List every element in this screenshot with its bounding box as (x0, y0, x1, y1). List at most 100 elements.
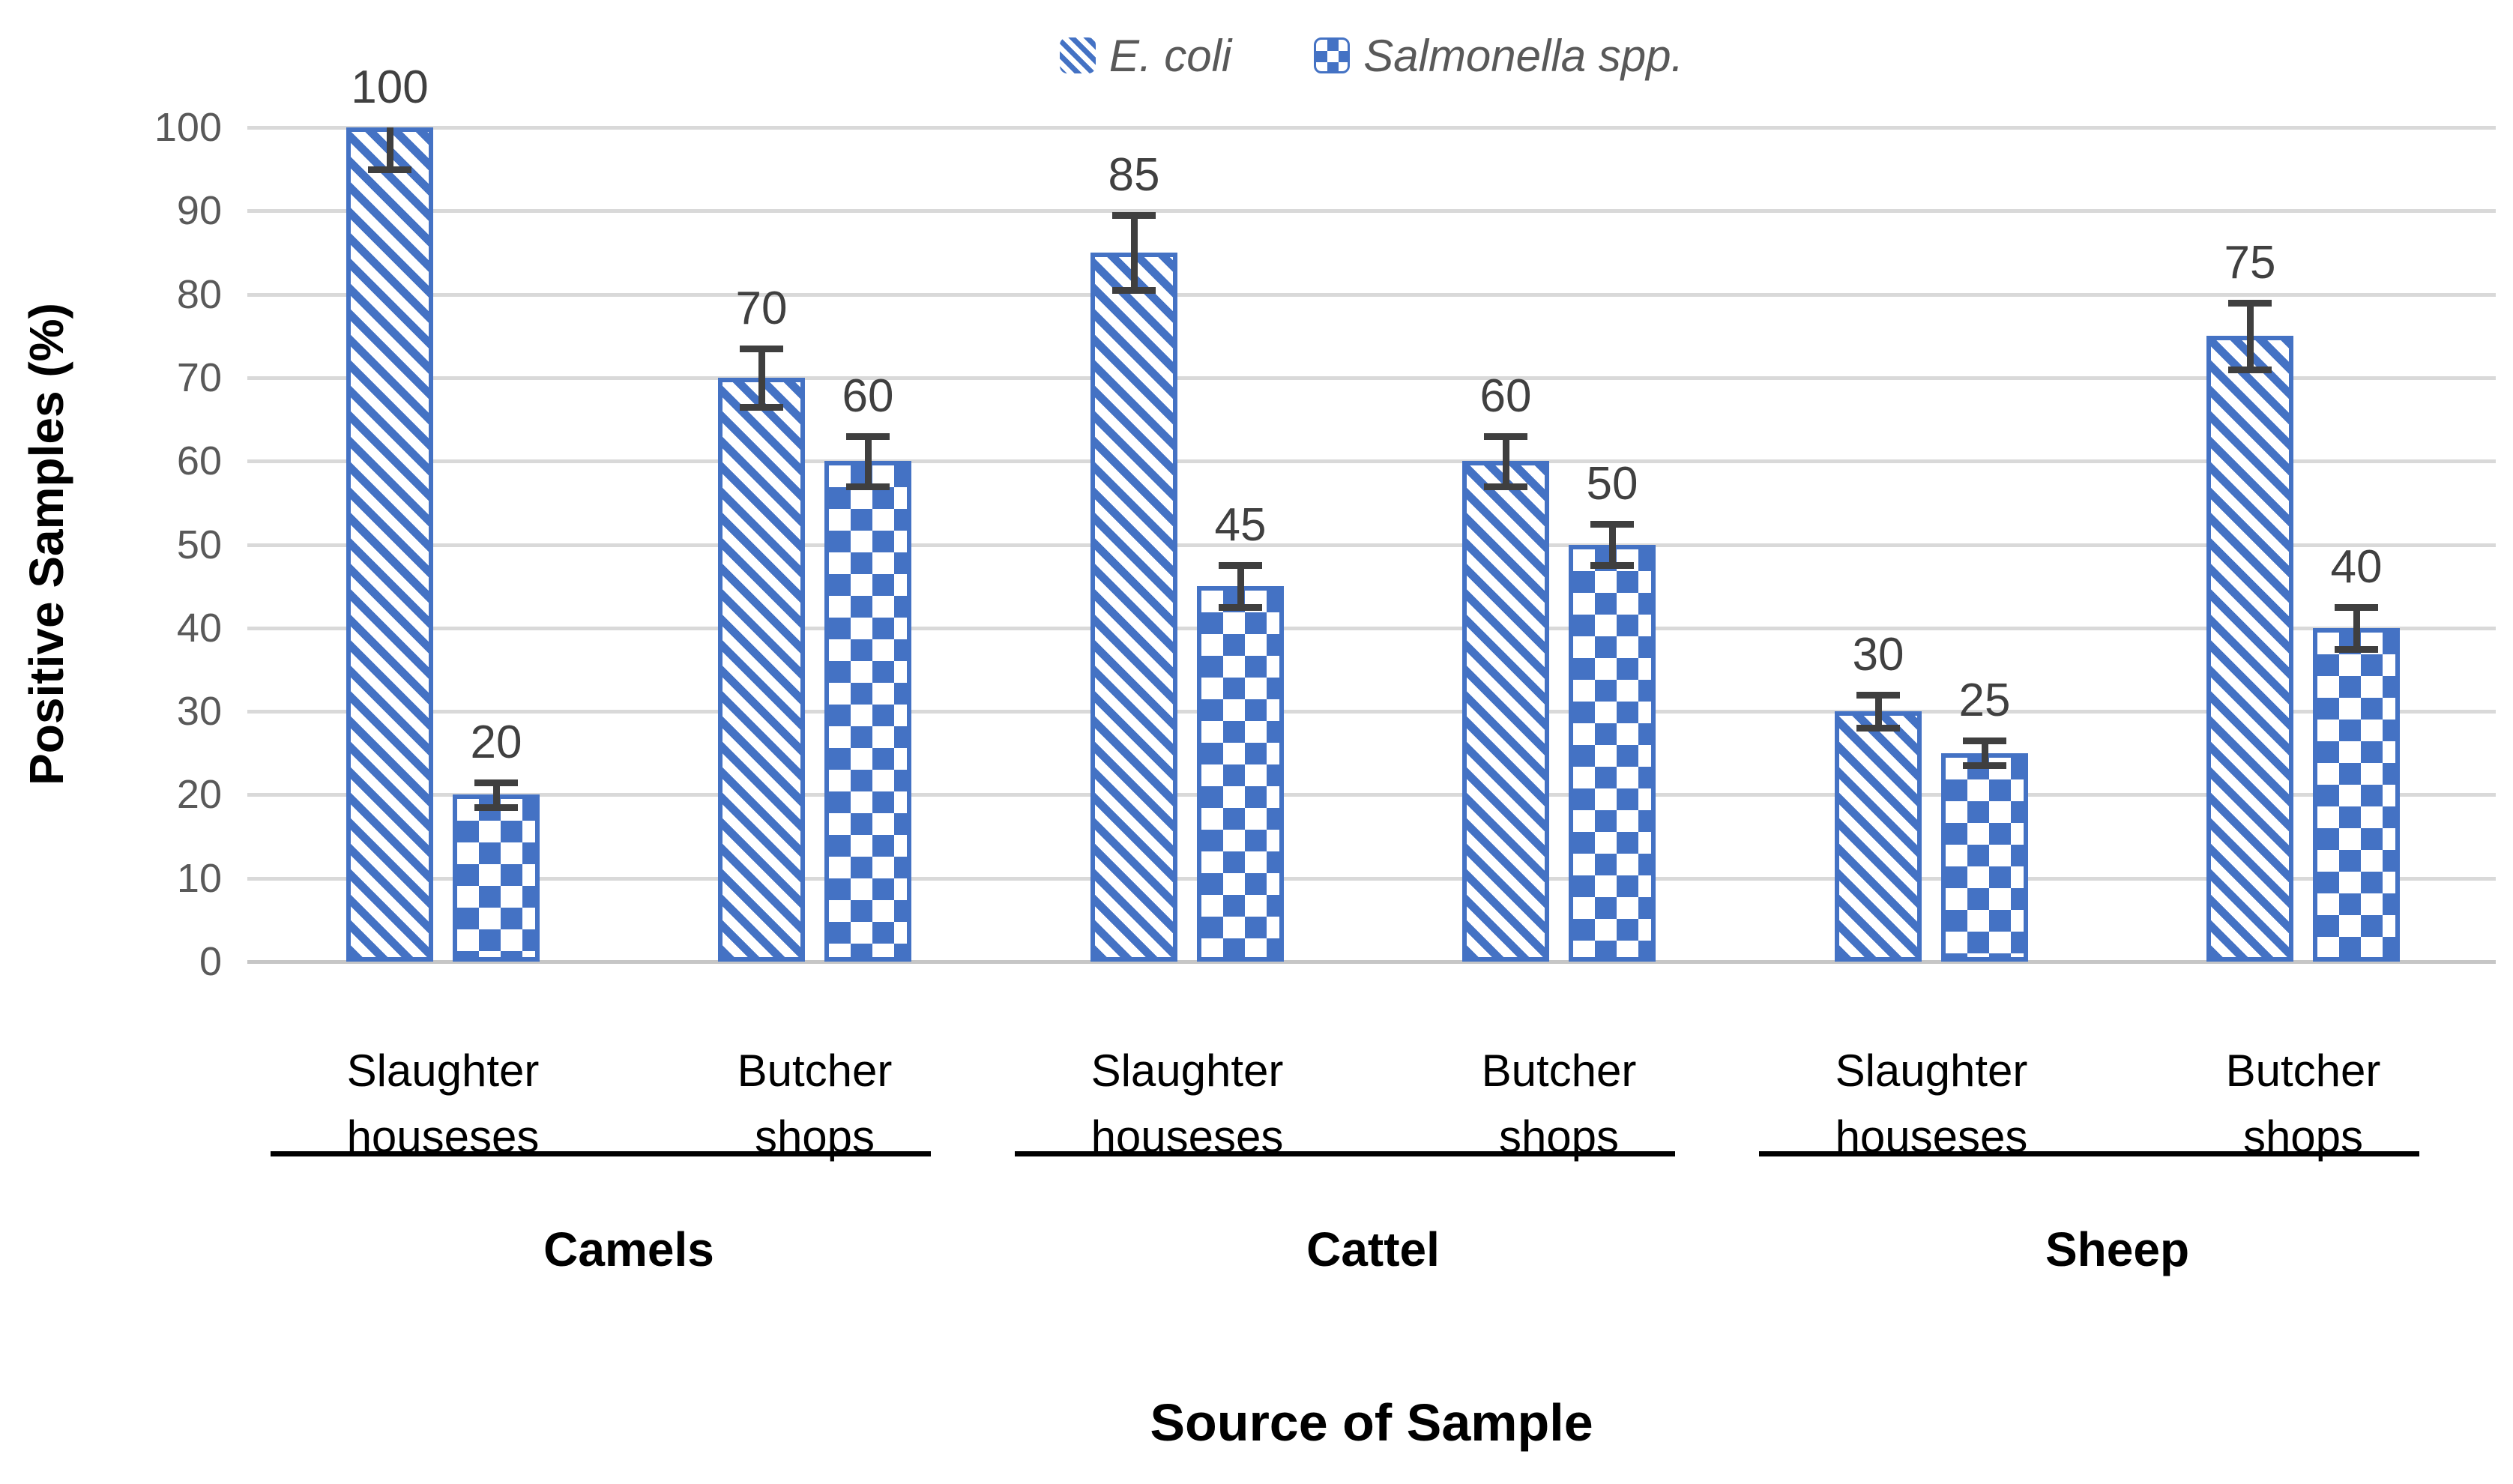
y-tick-label-50: 50 (176, 522, 222, 567)
y-tick-label-100: 100 (154, 105, 222, 150)
y-tick-label-30: 30 (176, 689, 222, 735)
data-label-salmonella-camels-slaughter-houseses: 20 (470, 716, 522, 768)
category-label-sheep-slaughter-houseses: Slaughter houseses (1835, 1046, 2028, 1162)
error-bar-bottom-cap (1963, 762, 2006, 770)
error-bar-bottom-cap (1856, 725, 1900, 732)
error-bar-salmonella-camels-butcher-shops (864, 435, 872, 486)
gridline-10 (247, 876, 2496, 881)
error-bar-bottom-cap (1590, 562, 1634, 570)
error-bar-bottom-cap (2228, 366, 2272, 373)
error-bar-ecoli-camels-slaughter-houseses (386, 127, 393, 169)
chart-legend: E. coli Salmonella spp. (247, 19, 2496, 91)
error-bar-salmonella-cattel-butcher-shops (1608, 523, 1616, 566)
y-tick-label-80: 80 (176, 271, 222, 317)
bar-ecoli-sheep-butcher-shops (2206, 336, 2293, 962)
group-label-camels: Camels (543, 1222, 714, 1276)
data-label-ecoli-camels-slaughter-houseses: 100 (351, 61, 429, 113)
y-tick-label-70: 70 (176, 355, 222, 400)
error-bar-top-cap (846, 432, 890, 440)
error-bar-salmonella-sheep-slaughter-houseses (1981, 741, 1988, 766)
legend-item-ecoli: E. coli (1059, 30, 1232, 82)
data-label-salmonella-sheep-slaughter-houseses: 25 (1958, 675, 2011, 727)
y-tick-label-40: 40 (176, 605, 222, 651)
error-bar-bottom-cap (2335, 645, 2378, 653)
error-bar-top-cap (1963, 738, 2006, 745)
error-bar-salmonella-camels-slaughter-houseses (492, 782, 500, 808)
error-bar-top-cap (474, 779, 518, 786)
salmonella-checker-pattern-swatch-icon (1314, 37, 1351, 73)
gridline-30 (247, 710, 2496, 714)
category-label-sheep-butcher-shops: Butcher shops (2225, 1046, 2381, 1162)
gridline-50 (247, 543, 2496, 547)
bar-salmonella-cattel-slaughter-houseses (1197, 586, 1284, 962)
error-bar-bottom-cap (1484, 483, 1527, 490)
y-tick-label-20: 20 (176, 772, 222, 818)
data-label-ecoli-sheep-slaughter-houseses: 30 (1852, 628, 1904, 681)
error-bar-bottom-cap (474, 804, 518, 812)
y-tick-label-60: 60 (176, 438, 222, 484)
error-bar-ecoli-sheep-slaughter-houseses (1874, 694, 1882, 729)
group-label-cattel: Cattel (1306, 1222, 1440, 1276)
category-label-camels-butcher-shops: Butcher shops (737, 1046, 893, 1162)
error-bar-ecoli-sheep-butcher-shops (2246, 302, 2254, 370)
error-bar-ecoli-camels-butcher-shops (758, 348, 765, 407)
error-bar-top-cap (740, 345, 783, 352)
gridline-60 (247, 459, 2496, 464)
bar-ecoli-sheep-slaughter-houseses (1835, 711, 1922, 962)
gridline-100 (247, 126, 2496, 130)
x-axis-line (247, 960, 2496, 964)
data-label-ecoli-camels-butcher-shops: 70 (735, 282, 788, 334)
group-label-sheep: Sheep (2045, 1222, 2190, 1276)
gridline-40 (247, 626, 2496, 630)
data-label-ecoli-cattel-butcher-shops: 60 (1479, 370, 1532, 422)
y-tick-label-0: 0 (199, 939, 222, 984)
data-label-salmonella-sheep-butcher-shops: 40 (2330, 540, 2383, 593)
error-bar-bottom-cap (368, 166, 411, 173)
error-bar-bottom-cap (846, 483, 890, 490)
error-bar-bottom-cap (1219, 603, 1262, 611)
y-tick-label-90: 90 (176, 188, 222, 234)
error-bar-top-cap (1590, 520, 1634, 528)
bar-salmonella-sheep-slaughter-houseses (1941, 752, 2028, 962)
error-bar-top-cap (2228, 299, 2272, 307)
error-bar-bottom-cap (740, 403, 783, 411)
gridline-20 (247, 793, 2496, 797)
error-bar-top-cap (1856, 691, 1900, 699)
error-bar-salmonella-sheep-butcher-shops (2353, 606, 2360, 649)
data-label-ecoli-cattel-slaughter-houseses: 85 (1108, 148, 1160, 201)
data-label-salmonella-camels-butcher-shops: 60 (842, 370, 894, 422)
category-label-cattel-slaughter-houseses: Slaughter houseses (1090, 1046, 1284, 1162)
error-bar-ecoli-cattel-butcher-shops (1502, 435, 1509, 486)
bar-ecoli-camels-slaughter-houseses (346, 127, 433, 962)
legend-label-ecoli: E. coli (1108, 30, 1232, 81)
bar-salmonella-camels-slaughter-houseses (453, 794, 540, 962)
bar-salmonella-cattel-butcher-shops (1569, 544, 1656, 962)
data-label-salmonella-cattel-butcher-shops: 50 (1586, 457, 1638, 510)
plot-area (247, 126, 2496, 964)
data-label-salmonella-cattel-slaughter-houseses: 45 (1214, 499, 1267, 552)
error-bar-bottom-cap (1112, 287, 1156, 295)
error-bar-top-cap (1484, 432, 1527, 440)
bar-salmonella-sheep-butcher-shops (2313, 627, 2400, 962)
error-bar-salmonella-cattel-slaughter-houseses (1237, 565, 1244, 607)
gridline-90 (247, 209, 2496, 214)
error-bar-top-cap (2335, 603, 2378, 611)
group-underline-cattel (1015, 1151, 1675, 1156)
bar-ecoli-cattel-slaughter-houseses (1090, 252, 1177, 962)
x-axis-title: Source of Sample (1150, 1393, 1593, 1452)
y-tick-label-10: 10 (176, 855, 222, 901)
gridline-80 (247, 292, 2496, 297)
error-bar-ecoli-cattel-slaughter-houseses (1130, 214, 1138, 291)
group-underline-sheep (1759, 1151, 2419, 1156)
error-bar-top-cap (1219, 562, 1262, 570)
data-label-ecoli-sheep-butcher-shops: 75 (2224, 236, 2276, 289)
bar-ecoli-camels-butcher-shops (718, 377, 805, 962)
bar-salmonella-camels-butcher-shops (824, 461, 911, 962)
category-label-camels-slaughter-houseses: Slaughter houseses (346, 1046, 540, 1162)
group-underline-camels (271, 1151, 931, 1156)
bar-ecoli-cattel-butcher-shops (1462, 461, 1549, 962)
error-bar-top-cap (1112, 211, 1156, 219)
ecoli-diagonal-pattern-swatch-icon (1059, 37, 1096, 73)
gridline-70 (247, 375, 2496, 380)
